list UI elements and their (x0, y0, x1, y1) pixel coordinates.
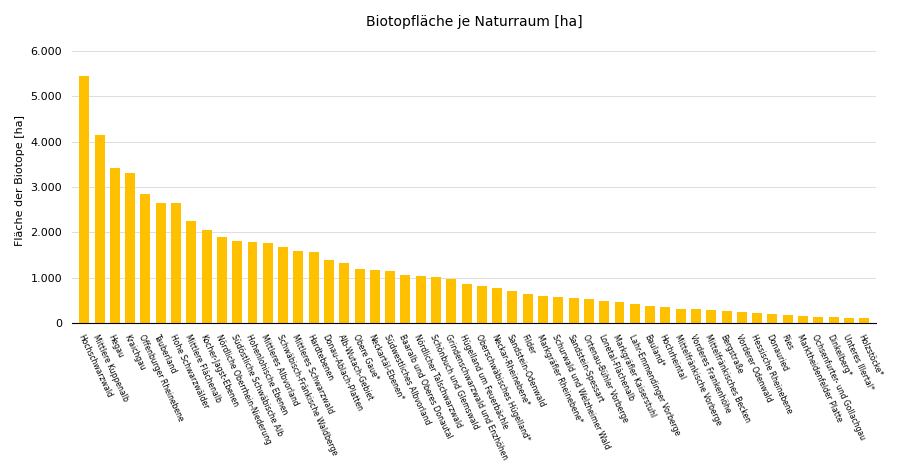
Bar (829, 317, 839, 323)
Bar (523, 294, 533, 323)
Bar (508, 291, 518, 323)
Bar (324, 259, 334, 323)
Bar (783, 315, 793, 323)
Bar (615, 302, 625, 323)
Bar (722, 311, 732, 323)
Bar (309, 252, 319, 323)
Bar (798, 316, 808, 323)
Bar (416, 276, 426, 323)
Bar (554, 297, 563, 323)
Bar (584, 299, 594, 323)
Bar (477, 286, 487, 323)
Y-axis label: Fläche der Biotope [ha]: Fläche der Biotope [ha] (15, 115, 25, 246)
Bar (156, 203, 166, 323)
Bar (140, 194, 150, 323)
Bar (232, 240, 242, 323)
Bar (171, 203, 181, 323)
Bar (263, 243, 273, 323)
Bar (355, 269, 365, 323)
Bar (645, 306, 655, 323)
Bar (385, 270, 395, 323)
Bar (492, 288, 502, 323)
Bar (370, 270, 380, 323)
Bar (691, 309, 701, 323)
Bar (569, 298, 579, 323)
Bar (661, 307, 670, 323)
Bar (400, 275, 410, 323)
Bar (706, 310, 716, 323)
Bar (217, 237, 227, 323)
Bar (737, 312, 747, 323)
Bar (186, 221, 196, 323)
Bar (860, 318, 869, 323)
Bar (768, 314, 778, 323)
Bar (446, 279, 456, 323)
Bar (293, 251, 303, 323)
Bar (202, 230, 211, 323)
Bar (676, 308, 686, 323)
Bar (248, 242, 257, 323)
Bar (599, 301, 609, 323)
Bar (94, 135, 104, 323)
Bar (752, 313, 762, 323)
Bar (630, 304, 640, 323)
Bar (538, 296, 548, 323)
Bar (462, 284, 472, 323)
Bar (844, 318, 854, 323)
Bar (79, 76, 89, 323)
Bar (814, 317, 824, 323)
Bar (339, 263, 349, 323)
Bar (125, 173, 135, 323)
Bar (278, 247, 288, 323)
Bar (110, 168, 120, 323)
Title: Biotopfläche je Naturraum [ha]: Biotopfläche je Naturraum [ha] (366, 15, 582, 29)
Bar (431, 278, 441, 323)
